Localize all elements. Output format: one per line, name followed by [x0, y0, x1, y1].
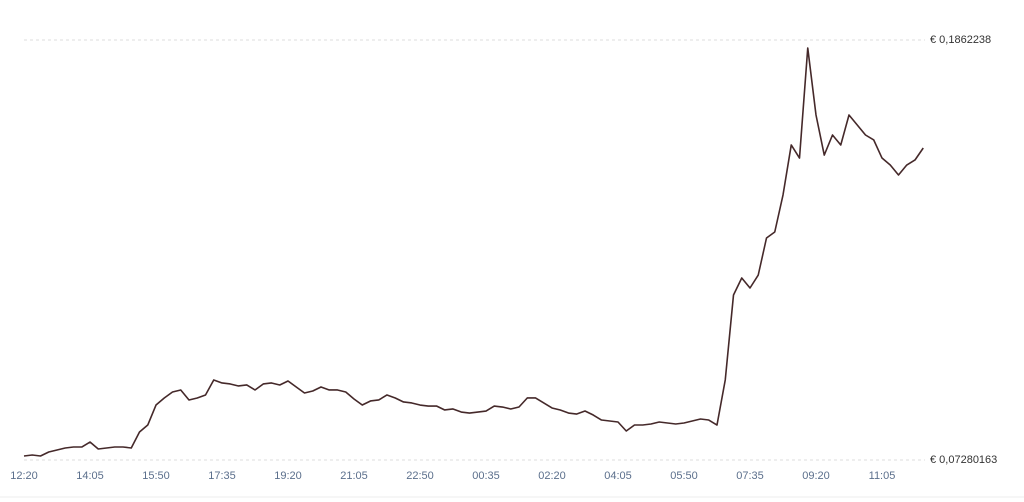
x-tick-label: 11:05	[869, 470, 896, 482]
x-tick-label: 15:50	[142, 470, 170, 482]
price-line	[23, 47, 924, 457]
y-tick-label: € 0,07280163	[930, 454, 997, 466]
x-tick-label: 19:20	[274, 470, 302, 482]
x-tick-label: 04:05	[604, 470, 632, 482]
x-tick-label: 05:50	[670, 470, 698, 482]
x-tick-label: 22:50	[406, 470, 434, 482]
x-tick-label: 12:20	[10, 470, 38, 482]
x-tick-label: 21:05	[340, 470, 368, 482]
x-tick-label: 09:20	[802, 470, 830, 482]
x-tick-label: 00:35	[472, 470, 500, 482]
x-tick-label: 02:20	[538, 470, 566, 482]
x-tick-label: 07:35	[736, 470, 764, 482]
x-tick-label: 14:05	[76, 470, 104, 482]
y-tick-label: € 0,1862238	[930, 34, 991, 46]
x-tick-label: 17:35	[208, 470, 236, 482]
